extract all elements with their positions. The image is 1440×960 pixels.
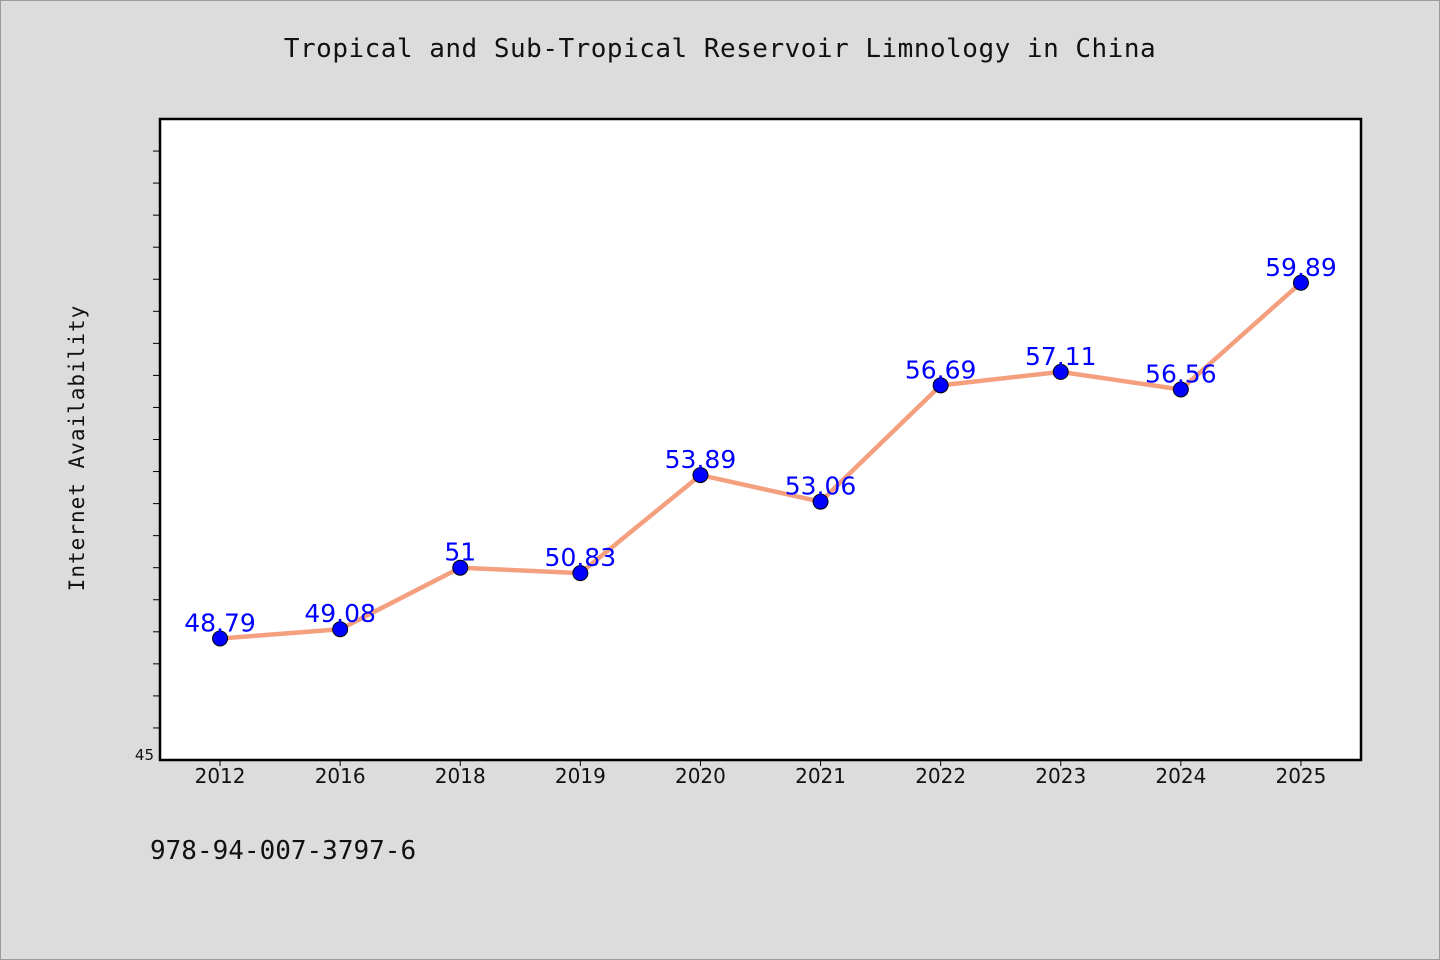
x-tick-label: 2023	[1035, 764, 1086, 788]
data-label: 49.08	[304, 599, 376, 628]
data-label: 57.11	[1025, 342, 1097, 371]
data-label: 48.79	[184, 609, 256, 638]
x-tick-label: 2020	[675, 764, 726, 788]
x-tick-label: 2024	[1155, 764, 1206, 788]
data-point	[452, 559, 469, 576]
data-point	[332, 621, 349, 638]
data-label: 50.83	[545, 543, 617, 572]
data-label: 56.56	[1145, 360, 1217, 389]
data-label: 53.89	[665, 445, 737, 474]
x-tick-label: 2012	[195, 764, 246, 788]
plot-area	[158, 117, 1363, 762]
data-point	[212, 630, 229, 647]
x-tick-label: 2025	[1275, 764, 1326, 788]
data-label: 56.69	[905, 355, 977, 384]
data-point	[1172, 381, 1189, 398]
x-tick-label: 2016	[315, 764, 366, 788]
chart-title: Tropical and Sub-Tropical Reservoir Limn…	[283, 34, 1157, 64]
x-tick-label: 2019	[555, 764, 606, 788]
data-point	[572, 565, 589, 582]
data-point	[932, 377, 949, 394]
data-label: 59.89	[1265, 253, 1337, 282]
data-point	[692, 467, 709, 484]
data-point	[1292, 274, 1309, 291]
data-point	[1052, 363, 1069, 380]
data-label: 53.06	[785, 472, 857, 501]
x-tick-label: 2018	[435, 764, 486, 788]
series-line	[217, 280, 1304, 641]
y-tick-label: 45	[135, 746, 154, 764]
data-label: 51	[444, 538, 476, 567]
x-tick-label: 2021	[795, 764, 846, 788]
data-point	[812, 493, 829, 510]
isbn-text: 978-94-007-3797-6	[150, 836, 417, 866]
x-tick-label: 2022	[915, 764, 966, 788]
